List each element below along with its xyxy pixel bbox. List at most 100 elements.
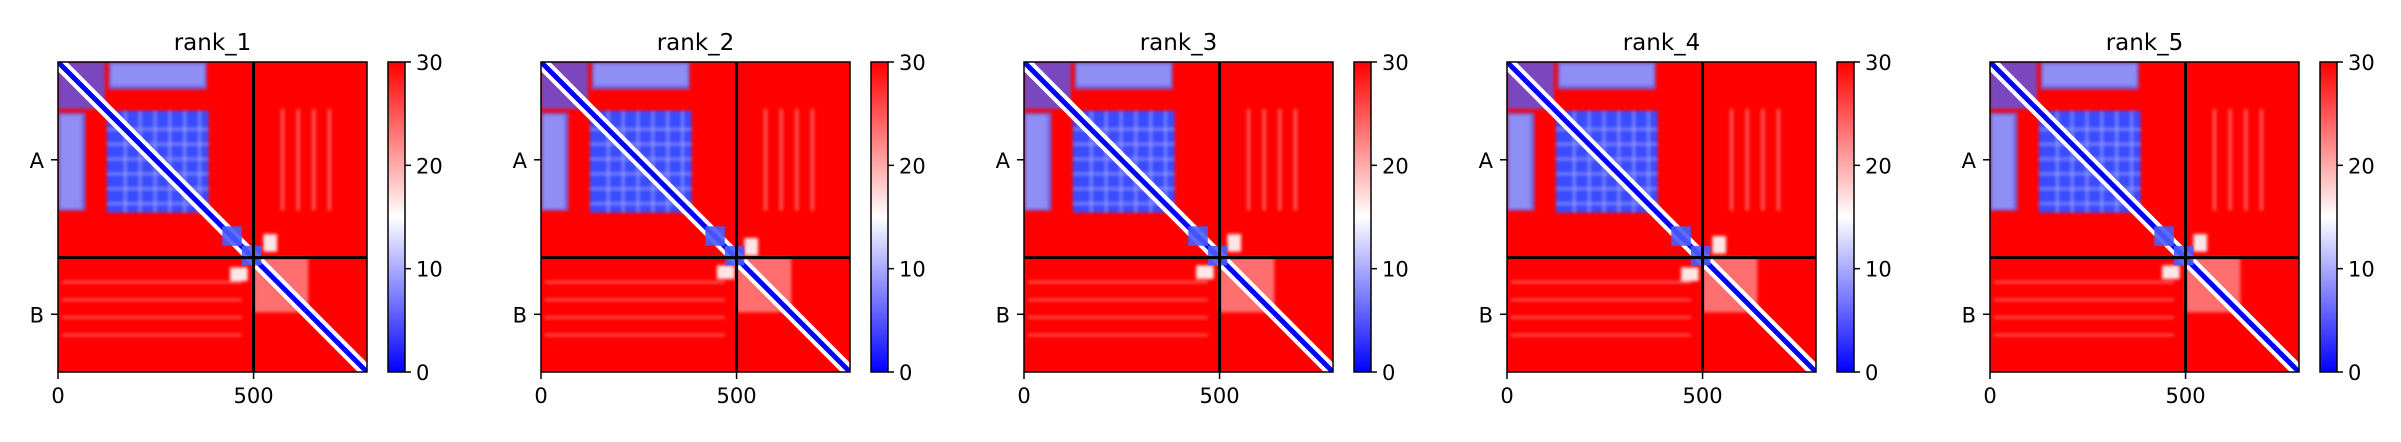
domain-streak bbox=[681, 110, 684, 213]
domain-streak bbox=[1072, 128, 1175, 131]
pae-panel-2: rank_2 0 500 A B 0 10 20 30 bbox=[513, 30, 926, 408]
contact-patch bbox=[1227, 234, 1242, 252]
colorbar-tick-label: 20 bbox=[1382, 154, 1409, 178]
boundary-diag-block bbox=[241, 245, 262, 266]
domain-streak bbox=[1647, 110, 1650, 213]
pae-panel-5: rank_5 0 500 A B 0 10 20 30 bbox=[1962, 30, 2375, 408]
domain-streak bbox=[169, 110, 171, 213]
diagonal-band bbox=[1990, 62, 2299, 372]
domain-streak bbox=[2038, 173, 2141, 175]
domain-strip-detail bbox=[110, 63, 205, 86]
domain-strip-detail bbox=[542, 114, 565, 209]
inter-chain-streak bbox=[1027, 298, 1208, 301]
pae-panel-3: rank_3 0 500 A B 0 10 20 30 bbox=[996, 30, 1409, 408]
inter-chain-streak bbox=[1993, 281, 2174, 284]
inter-chain-streak bbox=[1027, 333, 1208, 337]
inter-chain-streak bbox=[544, 298, 725, 301]
colorbar: 0 10 20 30 bbox=[870, 51, 926, 385]
inter-chain-streak bbox=[1993, 316, 2174, 319]
panel-title: rank_3 bbox=[1140, 30, 1218, 56]
inter-chain-streak bbox=[544, 316, 725, 319]
colorbar-tick-label: 30 bbox=[899, 51, 926, 75]
colorbar-gradient bbox=[870, 61, 889, 373]
domain-strip-detail bbox=[1076, 63, 1171, 86]
domain-strip-detail bbox=[593, 63, 688, 86]
inter-chain-streak bbox=[544, 281, 725, 284]
diagonal-line bbox=[1024, 62, 1333, 372]
diagonal-line bbox=[1990, 62, 2299, 372]
domain-streak bbox=[1072, 187, 1175, 190]
inter-chain-streak bbox=[1246, 108, 1251, 211]
boundary-diag-block bbox=[1671, 226, 1691, 246]
x-tick-label: 0 bbox=[1500, 384, 1513, 408]
colorbar-gradient bbox=[1836, 61, 1855, 373]
colorbar-gradient bbox=[2319, 61, 2338, 373]
inter-chain-streak bbox=[327, 108, 332, 211]
domain-streak bbox=[2130, 110, 2133, 213]
domain-streak bbox=[106, 143, 209, 145]
contact-patch bbox=[1712, 236, 1727, 254]
domain-streak bbox=[1072, 173, 1175, 175]
y-tick-label: B bbox=[1479, 303, 1493, 327]
contact-patch bbox=[2162, 265, 2180, 280]
pae-panel-4: rank_4 0 500 A B 0 10 20 30 bbox=[1479, 30, 1892, 408]
inter-chain-streak bbox=[1776, 108, 1781, 211]
domain-streak bbox=[1555, 202, 1658, 205]
y-tick-label: B bbox=[996, 303, 1010, 327]
domain-streak bbox=[589, 143, 692, 145]
colorbar-tick-label: 30 bbox=[1865, 51, 1892, 75]
colorbar-tick-label: 20 bbox=[1865, 154, 1892, 178]
inter-chain-streak bbox=[779, 108, 783, 211]
domain-strip-detail bbox=[1991, 114, 2014, 209]
domain-streak bbox=[1149, 110, 1152, 213]
domain-streak bbox=[198, 110, 201, 213]
domain-streak bbox=[1555, 143, 1658, 145]
y-tick-label: B bbox=[1962, 303, 1976, 327]
domain-streak bbox=[607, 110, 610, 213]
domain-streak bbox=[589, 202, 692, 205]
colorbar-tick-label: 30 bbox=[2348, 51, 2375, 75]
domain-streak bbox=[106, 173, 209, 175]
colorbar-tick-label: 10 bbox=[1382, 258, 1409, 282]
inter-chain-streak bbox=[1278, 108, 1282, 211]
inter-chain-streak bbox=[61, 316, 242, 319]
x-tick-label: 500 bbox=[1200, 384, 1240, 408]
diagonal-band bbox=[1024, 62, 1333, 372]
colorbar-tick-label: 0 bbox=[1382, 361, 1395, 385]
inter-chain-streak bbox=[1510, 281, 1691, 284]
inter-chain-streak bbox=[2212, 108, 2217, 211]
inter-chain-streak bbox=[1761, 108, 1765, 211]
domain-streak bbox=[1072, 143, 1175, 145]
x-tick-label: 500 bbox=[234, 384, 274, 408]
domain-streak bbox=[2071, 110, 2073, 213]
diagonal-line bbox=[541, 62, 850, 372]
domain-streak bbox=[1573, 110, 1576, 213]
domain-streak bbox=[589, 173, 692, 175]
contact-patch bbox=[1681, 267, 1699, 282]
boundary-diag-block bbox=[1207, 245, 1228, 266]
inter-chain-streak bbox=[2244, 108, 2248, 211]
y-tick-label: A bbox=[996, 149, 1011, 173]
inter-chain-streak bbox=[61, 333, 242, 337]
inter-chain-streak bbox=[1729, 108, 1734, 211]
x-tick-label: 500 bbox=[2166, 384, 2206, 408]
contact-patch bbox=[230, 267, 248, 282]
x-tick-label: 0 bbox=[1017, 384, 1030, 408]
domain-streak bbox=[139, 110, 141, 213]
panel-title: rank_1 bbox=[174, 30, 252, 56]
boundary-diag-block bbox=[2154, 226, 2174, 246]
pae-panel-1: rank_1 0 500 A B 0 10 20 30 bbox=[30, 30, 443, 408]
inter-chain-streak bbox=[1993, 333, 2174, 337]
domain-streak bbox=[652, 110, 654, 213]
boundary-diag-block bbox=[2173, 245, 2194, 266]
domain-streak bbox=[1632, 110, 1635, 213]
colorbar-tick-label: 30 bbox=[416, 51, 443, 75]
domain-streak bbox=[622, 110, 624, 213]
diagonal-line bbox=[1507, 62, 1816, 372]
boundary-diag-block bbox=[1690, 245, 1711, 266]
inter-chain-streak bbox=[1027, 316, 1208, 319]
x-tick-label: 0 bbox=[534, 384, 547, 408]
heatmap bbox=[1507, 62, 1816, 372]
boundary-diag-block bbox=[1188, 226, 1208, 246]
